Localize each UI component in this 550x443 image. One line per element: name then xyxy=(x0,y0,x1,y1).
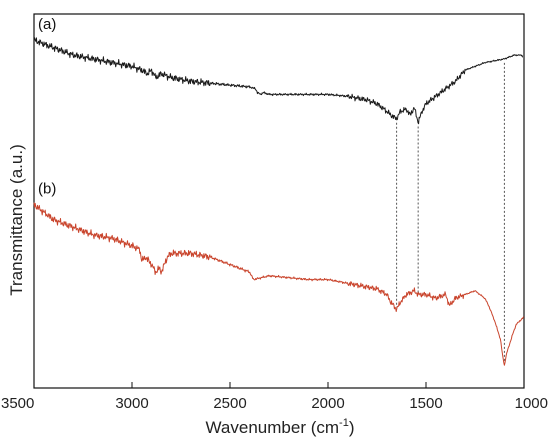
plot-frame xyxy=(33,13,525,389)
series-line-a xyxy=(33,37,524,125)
series-layer xyxy=(33,37,525,366)
x-tick-label: 2500 xyxy=(213,395,246,412)
curve-label-a: (a) xyxy=(38,16,56,33)
curve-label-b: (b) xyxy=(38,181,56,198)
x-axis-ticks: 3500 3000 2500 2000 1500 1000 xyxy=(1,382,548,412)
x-tick-label: 1000 xyxy=(515,395,548,412)
reference-lines xyxy=(396,62,505,364)
curve-labels: (a) (b) xyxy=(38,16,56,198)
series-line-b xyxy=(33,202,525,366)
x-tick-label: 3500 xyxy=(1,395,34,412)
x-axis-title: Wavenumber (cm-1) xyxy=(206,417,355,437)
x-tick-label: 3000 xyxy=(115,395,148,412)
y-axis-title: Transmittance (a.u.) xyxy=(7,144,26,295)
x-tick-label: 2000 xyxy=(311,395,344,412)
x-tick-label: 1500 xyxy=(409,395,442,412)
